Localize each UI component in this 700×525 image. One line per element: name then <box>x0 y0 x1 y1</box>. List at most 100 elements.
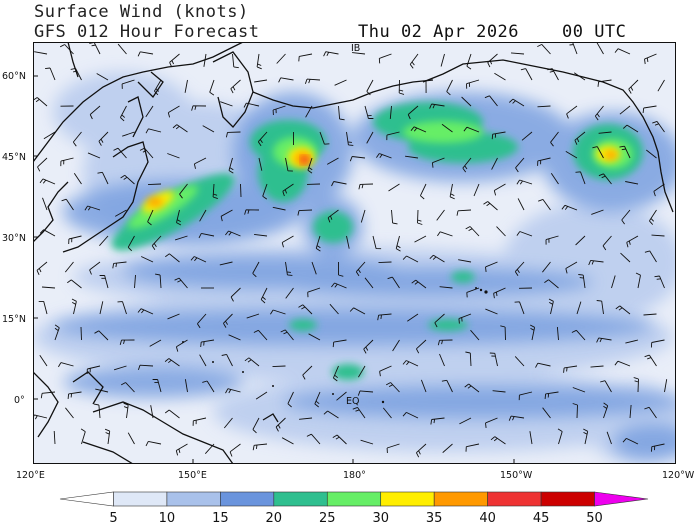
wind-barb <box>385 382 400 393</box>
wind-barb <box>99 235 109 246</box>
wind-barb <box>151 235 162 251</box>
wind-barb <box>119 339 135 346</box>
lon-label-120w: 120°W <box>662 470 695 481</box>
wind-barb <box>225 388 241 394</box>
wind-barb <box>614 360 631 367</box>
wind-barb <box>184 79 188 93</box>
wind-barb <box>89 105 101 120</box>
wind-barb <box>209 79 215 96</box>
wind-barb <box>592 146 604 159</box>
forecast-time: 00 UTC <box>561 22 627 42</box>
wind-barb <box>346 235 350 249</box>
wind-barb <box>628 79 639 94</box>
wind-barb <box>71 298 77 315</box>
wind-barb <box>388 183 400 192</box>
wind-barb <box>462 157 472 173</box>
wind-barb <box>54 324 60 341</box>
wind-barb <box>270 309 286 315</box>
wind-barb <box>93 403 101 419</box>
wind-barb <box>537 43 551 55</box>
wind-barb <box>378 261 392 264</box>
wind-barb <box>349 156 366 162</box>
wind-barb <box>544 279 559 289</box>
wind-barb <box>461 96 472 107</box>
wind-barb <box>80 428 86 445</box>
wind-barb <box>84 205 101 211</box>
wind-barb <box>275 417 286 432</box>
wind-barb <box>358 365 366 378</box>
wind-barb <box>43 131 56 140</box>
wind-barb <box>571 329 586 341</box>
wind-barb <box>253 329 268 341</box>
wind-barb <box>635 272 641 289</box>
forecast-date: Thu 02 Apr 2026 <box>358 22 520 42</box>
wind-barb <box>594 105 604 121</box>
wind-barb <box>561 204 578 211</box>
wind-barb <box>202 125 215 133</box>
wind-barb <box>203 53 207 67</box>
colorbar-segment <box>59 491 114 507</box>
wind-barb <box>588 259 604 266</box>
wind-barb <box>154 79 162 96</box>
wind-barb <box>299 417 313 420</box>
lon-label-180: 180° <box>343 470 366 481</box>
wind-barb <box>192 417 207 426</box>
wind-barb <box>651 443 665 452</box>
wind-barb <box>514 356 525 367</box>
wind-barb <box>436 209 445 221</box>
wind-barb <box>382 407 392 419</box>
colorbar-segment <box>487 491 542 507</box>
wind-barb <box>352 406 366 419</box>
wind-barb <box>272 105 286 116</box>
wind-barb <box>449 183 455 200</box>
wind-barb <box>621 209 631 225</box>
wind-barb <box>281 437 294 445</box>
wind-barb <box>220 209 233 222</box>
wind-barb <box>386 131 400 141</box>
wind-barb <box>644 354 657 367</box>
wind-barb <box>223 417 233 429</box>
wind-barb <box>137 364 154 371</box>
wind-barb <box>405 155 419 159</box>
wind-barb <box>308 333 321 341</box>
wind-barb <box>64 261 74 273</box>
wind-barb <box>441 379 453 393</box>
wind-barb <box>535 362 551 368</box>
wind-barb <box>372 235 382 250</box>
wind-barb <box>602 235 612 251</box>
wind-barb <box>336 391 347 401</box>
wind-barb <box>298 53 313 62</box>
colorbar-segment <box>273 491 328 507</box>
lat-label-30n: 30°N <box>2 233 26 244</box>
wind-barb <box>122 131 135 137</box>
wind-barb <box>53 430 56 445</box>
wind-barb <box>332 339 347 348</box>
chart-title: Surface Wind (knots) <box>34 2 249 22</box>
wind-barb <box>40 391 56 399</box>
lon-label-150w: 150°W <box>500 470 533 481</box>
wind-barb <box>493 183 506 196</box>
wind-barb <box>240 183 242 198</box>
wind-barb <box>193 157 207 169</box>
wind-barb <box>174 235 188 241</box>
wind-barb <box>391 209 398 225</box>
wind-barb <box>516 231 533 237</box>
wind-barb <box>417 209 423 225</box>
forecast-subtitle: GFS 012 Hour Forecast <box>34 22 260 42</box>
wind-barb <box>650 339 665 348</box>
wind-barb <box>529 431 533 445</box>
wind-barb <box>459 417 472 425</box>
wind-barb <box>485 417 498 428</box>
wind-barb <box>642 105 657 114</box>
wind-barb <box>440 53 445 67</box>
wind-barb <box>65 407 74 419</box>
wind-barb <box>572 387 586 393</box>
wind-barb <box>557 428 563 445</box>
wind-barb <box>252 443 268 451</box>
wind-barb <box>204 443 215 455</box>
wind-barb <box>167 105 180 118</box>
wind-barb <box>466 79 480 89</box>
wind-barb <box>410 126 427 133</box>
wind-barb <box>258 157 263 171</box>
wind-barb <box>619 105 631 115</box>
